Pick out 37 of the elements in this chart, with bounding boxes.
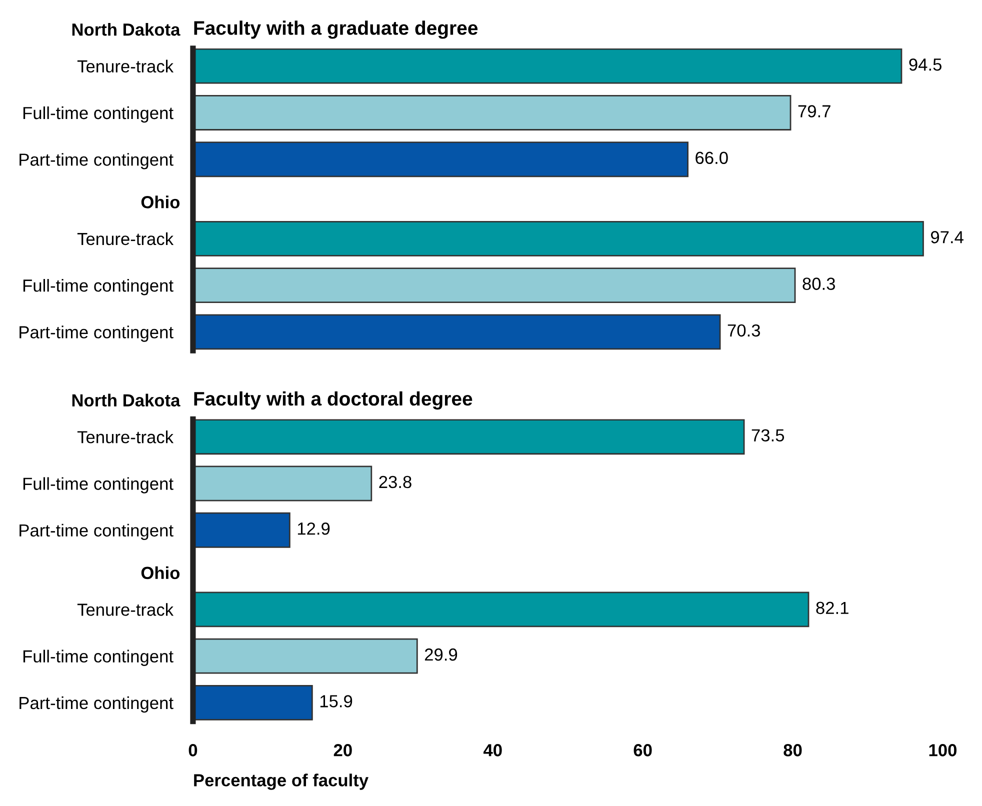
data-label: 73.5 bbox=[752, 429, 784, 442]
y-tick-label: Full-time contingent bbox=[23, 477, 174, 494]
data-label: 97.4 bbox=[930, 231, 964, 244]
y-tick-label: Part-time contingent bbox=[20, 153, 174, 170]
x-tick-label: 80 bbox=[784, 744, 802, 756]
y-tick-label: Part-time contingent bbox=[20, 696, 174, 713]
y-tick-label: Tenure-track bbox=[77, 60, 174, 73]
x-tick-label: 40 bbox=[483, 744, 502, 756]
data-label: 23.8 bbox=[379, 476, 412, 488]
y-tick-label: Full-time contingent bbox=[23, 106, 174, 123]
data-label: 79.7 bbox=[798, 105, 830, 118]
x-tick-label: 20 bbox=[334, 744, 352, 756]
x-tick-label: 100 bbox=[929, 744, 956, 756]
text: North Dakota bbox=[72, 394, 180, 407]
data-label: 12.9 bbox=[298, 522, 330, 535]
x-tick-label: 60 bbox=[634, 744, 652, 756]
data-label: 82.1 bbox=[816, 602, 848, 614]
data-label: 80.3 bbox=[802, 278, 835, 290]
y-tick-label: Tenure-track bbox=[77, 232, 174, 246]
y-tick-label: Full-time contingent bbox=[23, 279, 174, 296]
y-tick-label: Full-time contingent bbox=[23, 650, 174, 666]
x-axis-title: Percentage of faculty bbox=[194, 774, 368, 790]
data-label: 70.3 bbox=[728, 324, 760, 337]
y-tick-label: Part-time contingent bbox=[20, 524, 174, 540]
text: North Dakota bbox=[72, 23, 180, 36]
x-tick-label: 0 bbox=[188, 744, 198, 756]
y-tick-label: Part-time contingent bbox=[20, 326, 174, 342]
data-label: 29.9 bbox=[424, 648, 458, 661]
chart-title: Faculty with a graduate degree bbox=[194, 20, 478, 39]
data-label: 15.9 bbox=[320, 695, 352, 708]
y-tick-label: Tenure-track bbox=[77, 430, 174, 444]
y-tick-label: Tenure-track bbox=[77, 603, 174, 616]
data-label: 94.5 bbox=[909, 58, 942, 71]
text: Ohio bbox=[141, 566, 180, 580]
chart-title: Faculty with a doctoral degree bbox=[194, 391, 472, 410]
data-label: 66.0 bbox=[696, 152, 728, 164]
text: Ohio bbox=[141, 196, 180, 208]
